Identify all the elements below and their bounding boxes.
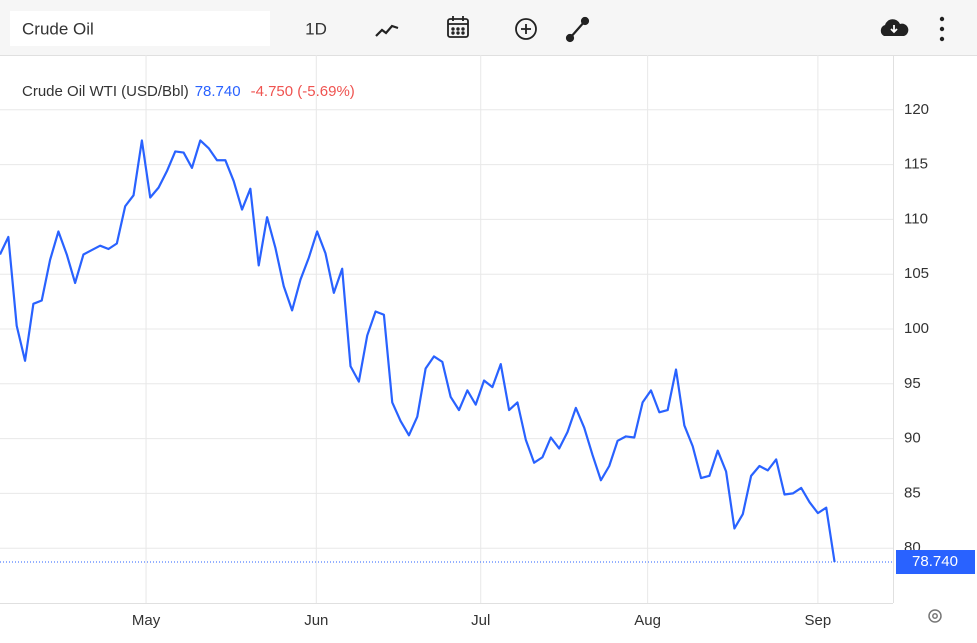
x-tick-label: Jul: [471, 612, 490, 629]
y-tick-label: 105: [904, 265, 929, 282]
y-tick-label: 100: [904, 320, 929, 337]
menu-icon[interactable]: [939, 16, 945, 42]
plot: [0, 139, 893, 563]
draw-tool-icon[interactable]: [565, 16, 590, 43]
legend-header: Crude Oil WTI (USD/Bbl) 78.740 -4.750 (-…: [22, 83, 355, 100]
interval-button[interactable]: 1D: [305, 19, 327, 38]
add-indicator-icon[interactable]: [515, 18, 537, 40]
x-tick-label: Jun: [304, 612, 328, 629]
settings-icon[interactable]: [928, 609, 942, 623]
y-tick-label: 95: [904, 375, 921, 392]
grid: [0, 55, 893, 603]
x-tick-label: Sep: [805, 612, 832, 629]
y-tick-label: 120: [904, 101, 929, 118]
download-icon[interactable]: [880, 19, 909, 36]
last-price-tag: [896, 550, 975, 575]
x-tick-label: May: [132, 612, 161, 629]
calendar-icon[interactable]: [447, 16, 469, 38]
y-tick-label: 115: [904, 156, 928, 173]
price-line: [0, 139, 836, 563]
search-box[interactable]: [10, 11, 270, 46]
line-type-icon[interactable]: [375, 24, 399, 37]
y-tick-label: 85: [904, 484, 921, 501]
y-tick-label: 110: [904, 210, 928, 227]
search-text[interactable]: Crude Oil: [22, 19, 94, 38]
chart-title: Crude Oil WTI (USD/Bbl): [22, 83, 189, 100]
price-change: -4.750 (-5.69%): [251, 83, 355, 100]
last-price-tag-label: 78.740: [912, 553, 958, 570]
y-tick-label: 90: [904, 430, 921, 447]
last-price: 78.740: [195, 83, 241, 100]
x-tick-label: Aug: [634, 612, 661, 629]
